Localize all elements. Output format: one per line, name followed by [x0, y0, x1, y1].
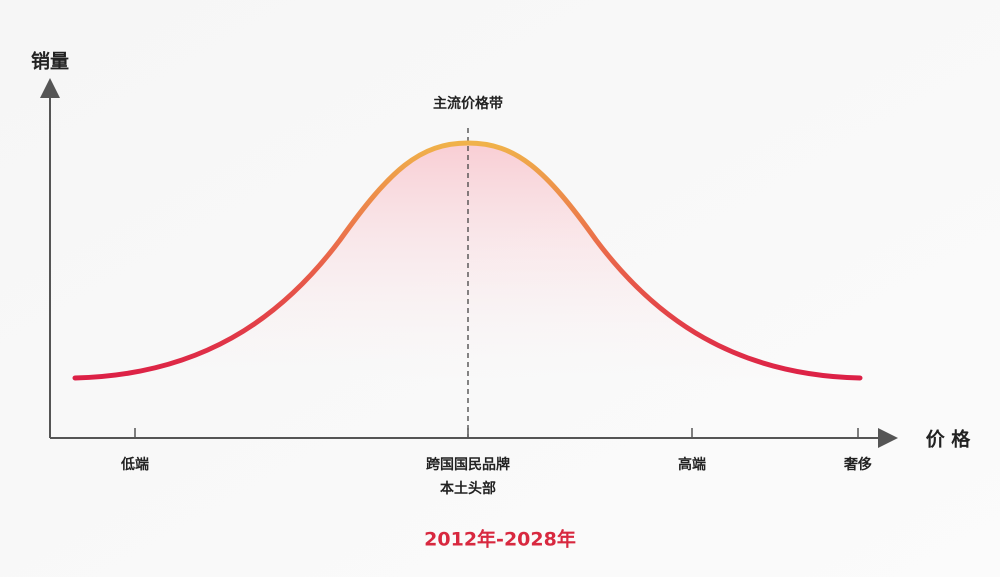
x-label: 高端	[678, 456, 706, 473]
x-label: 低端	[120, 456, 149, 473]
x-label: 跨国国民品牌	[426, 456, 510, 473]
period-label: 2012年-2028年	[424, 528, 576, 551]
y-axis-title: 销量	[31, 50, 69, 73]
x-label: 奢侈	[843, 456, 872, 473]
peak-label: 主流价格带	[433, 95, 503, 112]
x-axis-title: 价 格	[926, 428, 972, 451]
ticks	[134, 428, 859, 438]
bell-curve	[72, 140, 863, 381]
curve-fill	[75, 143, 860, 378]
x-label: 本土头部	[440, 480, 496, 497]
